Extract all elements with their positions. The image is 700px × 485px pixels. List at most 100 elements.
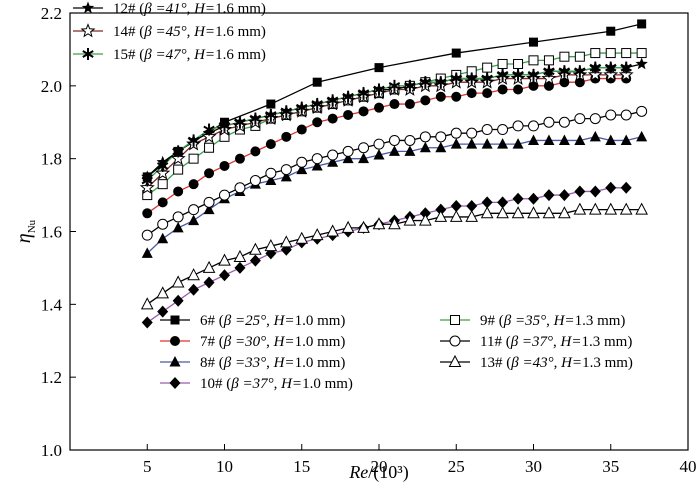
legend-hval: 1.0 mm) xyxy=(295,313,346,329)
legend-id: 8# ( xyxy=(200,355,224,371)
data-point xyxy=(512,192,524,205)
marker-shape xyxy=(172,211,184,223)
data-point xyxy=(187,268,200,281)
data-point xyxy=(620,109,632,121)
x-tick-label: 20 xyxy=(371,457,388,476)
data-point xyxy=(558,206,571,219)
data-point xyxy=(466,88,477,99)
data-point xyxy=(496,206,509,219)
legend-id: 11# ( xyxy=(480,334,511,350)
marker-shape xyxy=(528,120,539,132)
data-point xyxy=(172,221,184,233)
marker-stroke xyxy=(388,81,401,90)
data-point xyxy=(435,203,447,216)
marker-stroke xyxy=(435,78,447,87)
data-point xyxy=(465,209,479,222)
legend-marker xyxy=(169,377,181,389)
x-axis-title: Re/(10³) xyxy=(348,462,408,483)
marker-stroke xyxy=(605,63,617,72)
data-point xyxy=(311,153,323,165)
legend-entry-9: 9# (β =35°, H=1.3 mm) xyxy=(440,313,625,329)
data-point xyxy=(218,119,231,132)
y-tick-label: 1.8 xyxy=(41,150,62,169)
marker-shape xyxy=(388,134,400,146)
data-point xyxy=(527,206,540,219)
legend-hval: 1.6 mm) xyxy=(215,47,266,63)
data-point xyxy=(497,138,509,149)
legend-id: 13# ( xyxy=(480,355,511,371)
marker-shape xyxy=(374,102,384,113)
data-point xyxy=(204,142,215,153)
data-point xyxy=(172,294,184,307)
marker-shape xyxy=(482,88,493,99)
x-tick-label: 5 xyxy=(143,457,152,476)
data-point xyxy=(620,134,632,145)
marker-shape xyxy=(637,19,647,29)
legend-h: H= xyxy=(193,47,215,63)
marker-stroke xyxy=(249,114,262,123)
legend-h: H= xyxy=(280,376,302,392)
marker-shape xyxy=(312,77,322,87)
data-point xyxy=(559,51,570,62)
legend-h: H= xyxy=(553,313,575,329)
data-point xyxy=(420,95,431,106)
data-point xyxy=(635,202,648,215)
marker-shape xyxy=(327,149,339,161)
data-point xyxy=(141,229,153,241)
data-point xyxy=(171,275,185,288)
y-axis-title-main: η xyxy=(13,233,35,243)
data-point xyxy=(342,145,354,157)
data-point xyxy=(605,181,617,194)
marker-stroke xyxy=(481,74,493,83)
legend-id: 12# ( xyxy=(113,1,144,17)
marker-shape xyxy=(513,58,524,69)
marker-shape xyxy=(620,134,632,145)
marker-shape xyxy=(419,207,431,220)
data-point xyxy=(637,19,647,29)
marker-shape xyxy=(450,138,462,149)
marker-shape xyxy=(249,175,261,187)
x-tick-label: 10 xyxy=(216,457,233,476)
data-point xyxy=(265,174,277,186)
marker-shape xyxy=(310,228,324,241)
legend-id: 15# ( xyxy=(113,47,144,63)
marker-shape xyxy=(511,206,525,219)
data-point xyxy=(342,90,354,103)
marker-shape xyxy=(358,152,370,164)
marker-shape xyxy=(435,203,447,216)
data-point xyxy=(157,232,169,244)
marker-shape xyxy=(587,67,603,82)
data-point xyxy=(466,200,478,213)
data-point xyxy=(620,181,632,194)
x-tick-label: 30 xyxy=(525,457,542,476)
data-point xyxy=(312,77,322,87)
series-points-15 xyxy=(141,61,632,187)
marker-shape xyxy=(219,189,230,201)
data-point xyxy=(296,163,308,175)
legend-h: H= xyxy=(193,24,215,40)
marker-shape xyxy=(497,58,508,69)
legend-sep: , xyxy=(274,376,282,392)
marker-shape xyxy=(605,181,617,194)
data-point xyxy=(373,149,385,160)
marker-shape xyxy=(374,63,384,73)
data-point xyxy=(358,142,370,154)
data-point xyxy=(279,235,293,248)
data-point xyxy=(250,146,261,157)
marker-shape xyxy=(157,218,169,230)
legend-h: H= xyxy=(273,355,295,371)
data-point xyxy=(234,261,246,274)
marker-shape xyxy=(636,48,647,59)
data-point xyxy=(481,196,493,209)
marker-shape xyxy=(589,113,601,125)
marker-shape xyxy=(528,192,539,205)
data-point xyxy=(451,48,461,58)
legend-marker xyxy=(169,356,181,367)
data-point xyxy=(558,116,570,128)
legend-beta: β =47° xyxy=(143,47,186,63)
data-point xyxy=(466,138,478,149)
legend-beta: β =33° xyxy=(223,355,266,371)
marker-shape xyxy=(219,160,230,171)
legend-entry-7: 7# (β =30°, H=1.0 mm) xyxy=(160,334,345,350)
marker-stroke xyxy=(496,71,509,79)
